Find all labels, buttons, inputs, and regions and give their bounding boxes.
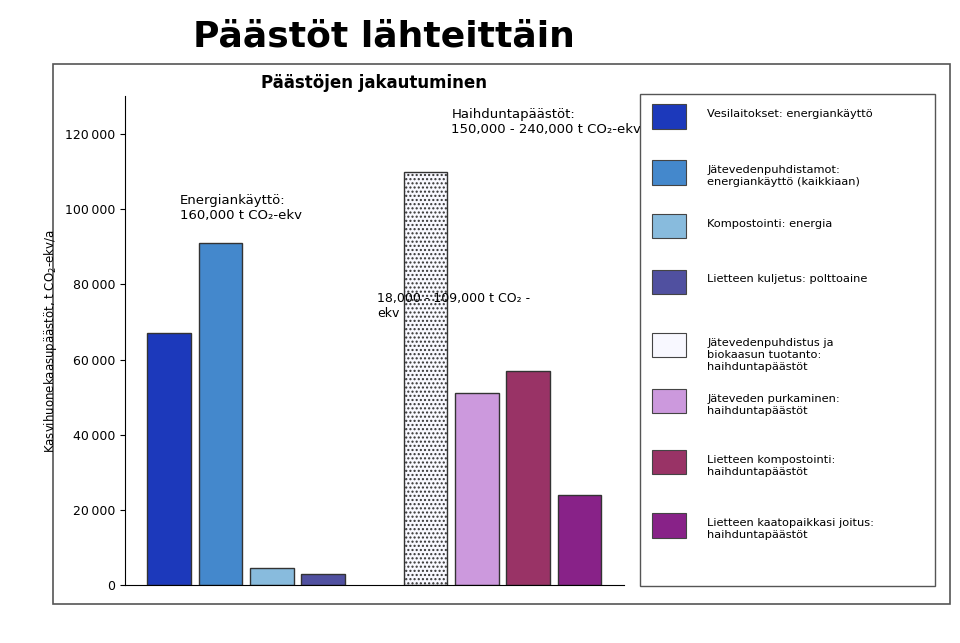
Text: 18,000 - 109,000 t CO₂ -
ekv: 18,000 - 109,000 t CO₂ - ekv — [377, 292, 530, 320]
FancyBboxPatch shape — [639, 94, 935, 586]
Bar — [652, 333, 685, 358]
Bar — [652, 104, 685, 129]
Text: Lietteen kuljetus: polttoaine: Lietteen kuljetus: polttoaine — [708, 275, 868, 284]
Bar — [652, 160, 685, 185]
Bar — [404, 172, 447, 585]
Bar — [652, 269, 685, 294]
Text: Lietteen kaatopaikkasi joitus:
haihduntapäästöt: Lietteen kaatopaikkasi joitus: haihdunta… — [708, 518, 875, 540]
Text: Haihduntapäästöt:
150,000 - 240,000 t CO₂-ekv: Haihduntapäästöt: 150,000 - 240,000 t CO… — [451, 108, 641, 136]
Text: Jätevedenpuhdistus ja
biokaasun tuotanto:
haihduntapäästöt: Jätevedenpuhdistus ja biokaasun tuotanto… — [708, 338, 834, 372]
Title: Päästöjen jakautuminen: Päästöjen jakautuminen — [261, 74, 488, 92]
Text: Kompostointi: energia: Kompostointi: energia — [708, 219, 832, 228]
Text: Jätevedenpuhdistamot:
energiankäyttö (kaikkiaan): Jätevedenpuhdistamot: energiankäyttö (ka… — [708, 165, 860, 187]
Text: Jäteveden purkaminen:
haihduntapäästöt: Jäteveden purkaminen: haihduntapäästöt — [708, 394, 840, 416]
Bar — [148, 333, 191, 585]
Bar — [652, 450, 685, 475]
Bar — [301, 574, 345, 585]
Text: Energiankäyttö:
160,000 t CO₂-ekv: Energiankäyttö: 160,000 t CO₂-ekv — [180, 194, 301, 222]
Bar — [558, 495, 601, 585]
Bar — [652, 213, 685, 238]
Bar — [652, 513, 685, 538]
Bar — [652, 389, 685, 413]
Text: Vesilaitokset: energiankäyttö: Vesilaitokset: energiankäyttö — [708, 109, 873, 120]
Text: Päästöt lähteittäin: Päästöt lähteittäin — [193, 19, 575, 53]
Bar — [507, 371, 550, 585]
Y-axis label: Kasvihuonekaasupäästöt, t CO$_2$-ekv/a: Kasvihuonekaasupäästöt, t CO$_2$-ekv/a — [42, 229, 60, 453]
Bar — [199, 243, 242, 585]
Text: Lietteen kompostointi:
haihduntapäästöt: Lietteen kompostointi: haihduntapäästöt — [708, 455, 836, 476]
Bar — [455, 394, 499, 585]
Bar — [250, 568, 294, 585]
